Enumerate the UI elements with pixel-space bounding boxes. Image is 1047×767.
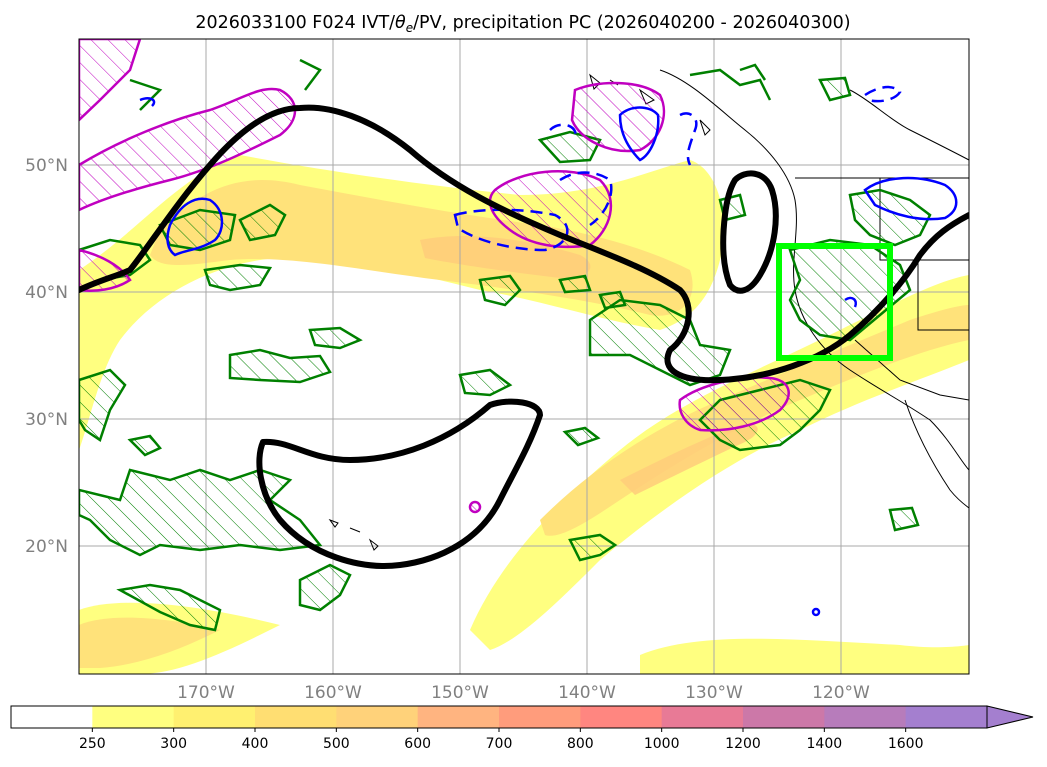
latitude-labels: 50°N 40°N 30°N 20°N	[25, 156, 68, 557]
colorbar-labels: 250 300 400 500 600 700 800 1000 1200 1400 1600	[79, 728, 924, 752]
colorbar-box	[824, 706, 907, 728]
colorbar-level-label: 800	[567, 736, 594, 752]
colorbar: 250 300 400 500 600 700 800 1000 1200 1400 1600	[10, 705, 1034, 752]
colorbar-level-label: 1400	[807, 736, 843, 752]
colorbar-box	[580, 706, 663, 728]
lat-label-50: 50°N	[25, 156, 68, 176]
colorbar-extend-arrow	[986, 705, 1034, 729]
colorbar-box	[499, 706, 581, 728]
title-suffix: /PV, precipitation PC (2026040200 - 2026…	[413, 13, 850, 33]
precip-pc-regions	[79, 76, 932, 632]
colorbar-box	[255, 706, 337, 728]
lon-label-150w: 150°W	[431, 683, 489, 703]
lon-label-120w: 120°W	[812, 683, 870, 703]
lat-label-30: 30°N	[25, 410, 68, 430]
colorbar-box	[11, 706, 93, 728]
title-prefix: 2026033100 F024 IVT/	[195, 13, 395, 33]
colorbar-boxes	[11, 706, 988, 728]
pv-positive-regions	[79, 39, 790, 514]
colorbar-box	[743, 706, 825, 728]
lon-label-160w: 160°W	[304, 683, 362, 703]
colorbar-level-label: 1200	[725, 736, 761, 752]
lat-label-40: 40°N	[25, 283, 68, 303]
map-area	[79, 39, 969, 674]
colorbar-box	[336, 706, 419, 728]
target-region-box	[776, 243, 893, 361]
lon-label-130w: 130°W	[685, 683, 743, 703]
title-theta-subscript: e	[406, 21, 413, 35]
longitude-labels: 170°W 160°W 150°W 140°W 130°W 120°W	[177, 683, 870, 703]
lat-label-20: 20°N	[25, 537, 68, 557]
colorbar-level-label: 250	[79, 736, 106, 752]
colorbar-box	[661, 706, 744, 728]
colorbar-level-label: 600	[404, 736, 431, 752]
lon-label-140w: 140°W	[558, 683, 616, 703]
colorbar-level-label: 300	[160, 736, 187, 752]
colorbar-level-label: 400	[242, 736, 269, 752]
colorbar-box	[905, 706, 988, 728]
theta-e-contours	[79, 104, 969, 569]
title-theta: θ	[395, 13, 406, 33]
lon-label-170w: 170°W	[177, 683, 235, 703]
colorbar-level-label: 500	[323, 736, 350, 752]
colorbar-box	[173, 706, 256, 728]
colorbar-box	[92, 706, 175, 728]
colorbar-level-label: 1600	[888, 736, 924, 752]
map-frame	[78, 38, 970, 675]
map-title: 2026033100 F024 IVT/θe/PV, precipitation…	[195, 13, 850, 35]
colorbar-level-label: 700	[486, 736, 513, 752]
colorbar-box	[417, 706, 500, 728]
colorbar-level-label: 1000	[644, 736, 680, 752]
